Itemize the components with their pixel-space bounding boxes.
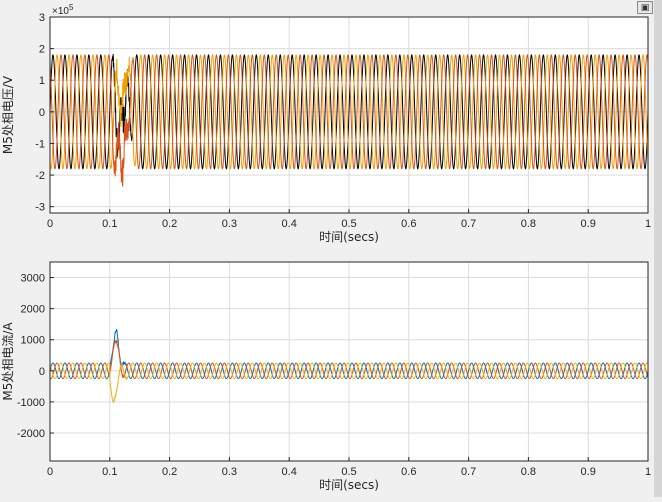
- y-axis-label: M5处相电流/A: [1, 322, 15, 401]
- series-group: [50, 53, 648, 187]
- restore-icon[interactable]: ▣: [637, 1, 653, 14]
- x-tick-label: 0.6: [401, 218, 416, 230]
- y-axis-label: M5处相电压/V: [1, 75, 15, 154]
- y-tick-label: 3000: [21, 273, 45, 285]
- x-tick-label: 0.7: [461, 466, 476, 478]
- y-tick-label: 0: [39, 366, 45, 378]
- chart-2: 0 0.1 0.2 0.3 0.4 0.5 0.6 0.7 0.8 0.9 1 -2000 -1000 0…: [1, 261, 651, 492]
- x-tick-label: 0.5: [341, 466, 356, 478]
- y-tick-label: 0: [39, 107, 45, 119]
- x-tick-label: 0.2: [162, 218, 177, 230]
- x-tick-label: 0.8: [521, 218, 536, 230]
- window-edge: [654, 0, 662, 497]
- x-tick-label: 0.7: [461, 218, 476, 230]
- x-tick-label: 0.5: [341, 218, 356, 230]
- x-tick-label: 0.3: [222, 466, 237, 478]
- x-axis-label: 时间(secs): [319, 230, 379, 244]
- x-tick-label: 0: [47, 466, 53, 478]
- y-tick-label: -2: [35, 170, 45, 182]
- y-tick-label: 2: [39, 44, 45, 56]
- x-tick-label: 1: [645, 466, 651, 478]
- series-line-3: [50, 54, 648, 187]
- x-tick-label: 0.8: [521, 466, 536, 478]
- x-tick-label: 0: [47, 218, 53, 230]
- x-tick-label: 0.9: [581, 466, 596, 478]
- x-tick-label: 0.3: [222, 218, 237, 230]
- x-tick-label: 1: [645, 218, 651, 230]
- x-tick-label: 0.6: [401, 466, 416, 478]
- series-line-2: [50, 339, 648, 380]
- y-tick-label: -2000: [17, 428, 45, 440]
- y-tick-label: -1: [35, 138, 45, 150]
- y-tick-label: 3: [39, 12, 45, 24]
- series-line-2: [50, 54, 648, 170]
- series-group: [50, 328, 648, 404]
- y-tick-label: -1000: [17, 397, 45, 409]
- x-axis-label: 时间(secs): [319, 478, 379, 492]
- x-tick-label: 0.4: [282, 466, 297, 478]
- x-tick-label: 0.2: [162, 466, 177, 478]
- y-tick-label: 2000: [21, 304, 45, 316]
- x-tick-label: 0.9: [581, 218, 596, 230]
- series-line-1: [50, 328, 648, 380]
- chart-1: 0 0.1 0.2 0.3 0.4 0.5 0.6 0.7 0.8 0.9 1 -3 -2 -1 0 1 2 3 时…: [1, 3, 651, 244]
- axis-exponent-label: ×105: [52, 3, 74, 17]
- y-tick-label: -3: [35, 202, 45, 214]
- x-tick-label: 0.1: [102, 218, 117, 230]
- y-tick-label: 1: [39, 75, 45, 87]
- series-line-3: [50, 362, 648, 404]
- x-tick-label: 0.4: [282, 218, 297, 230]
- x-tick-label: 0.1: [102, 466, 117, 478]
- series-line-1: [50, 53, 648, 170]
- y-tick-label: 1000: [21, 335, 45, 347]
